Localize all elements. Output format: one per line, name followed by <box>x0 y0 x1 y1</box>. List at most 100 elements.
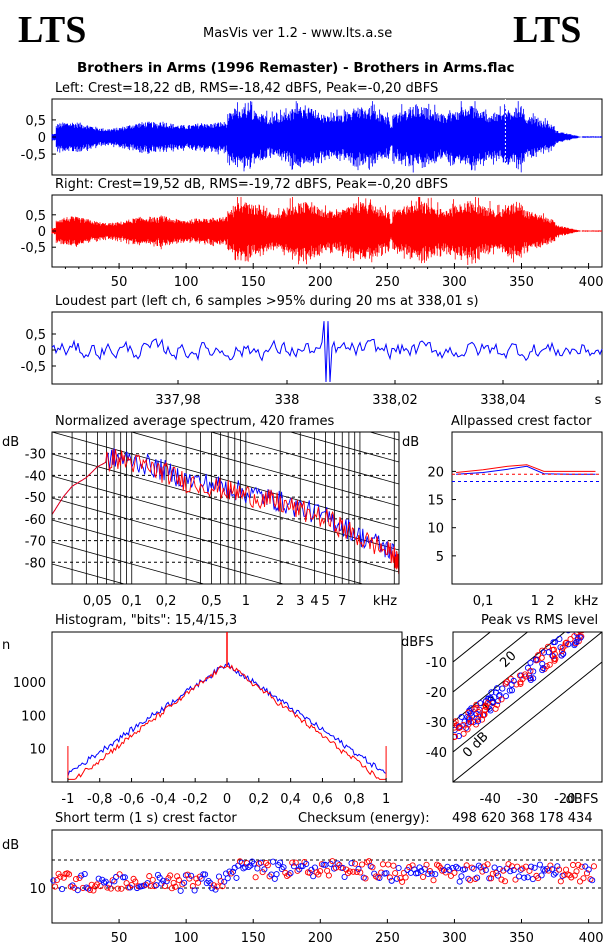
short-crest-point <box>385 861 392 868</box>
short-crest-point <box>106 881 113 888</box>
peak-rms-point <box>546 661 553 668</box>
peak-rms-point <box>453 718 459 725</box>
short-crest-point <box>93 881 100 888</box>
spectrum-title: Normalized average spectrum, 420 frames <box>55 414 335 429</box>
short-crest-point <box>583 870 591 877</box>
short-crest-point <box>390 862 397 869</box>
peak-rms-point <box>539 667 546 674</box>
short-crest-point <box>507 868 514 875</box>
short-crest-point <box>552 869 559 876</box>
spectrum-ylabel: dB <box>2 435 19 450</box>
short-crest-point <box>585 866 592 873</box>
short-crest-point <box>59 886 66 893</box>
short-crest-point <box>362 875 369 882</box>
short-crest-point <box>55 870 62 877</box>
peak-rms-point <box>538 654 545 661</box>
peak-rms-ylabel: dBFS <box>401 635 434 650</box>
short-crest-point <box>168 885 175 892</box>
logo-left: LTS <box>18 9 87 51</box>
short-crest-point <box>376 874 383 881</box>
short-crest-point <box>261 866 268 873</box>
x-tick-label: 150 <box>241 275 266 290</box>
x-tick-label: 5 <box>321 594 329 609</box>
peak-rms-point <box>579 626 584 631</box>
peak-rms-point <box>577 632 583 634</box>
x-tick-label: -0,8 <box>87 792 112 807</box>
y-tick-label: 1000 <box>13 676 46 691</box>
short-crest-point <box>339 864 346 871</box>
y-tick-label: 10 <box>29 882 46 897</box>
short-crest-point <box>451 869 458 876</box>
short-crest-point <box>191 887 198 894</box>
short-crest-point <box>472 875 479 882</box>
short-crest-point <box>290 863 298 870</box>
peak-rms-point <box>508 687 516 694</box>
x-tick-label: 0,2 <box>248 792 269 807</box>
peak-rms-point <box>481 711 488 718</box>
loudest-title: Loudest part (left ch, 6 samples >95% du… <box>55 294 479 309</box>
y-tick-label: 0,5 <box>25 114 46 129</box>
short-crest-point <box>355 865 362 873</box>
y-tick-label: 20 <box>427 465 444 480</box>
short-crest-point <box>202 871 209 878</box>
peak-rms-point <box>579 632 585 634</box>
y-tick-label: 0,5 <box>25 209 46 224</box>
peak-rms-point <box>487 695 494 702</box>
x-tick-label: 0,5 <box>201 594 222 609</box>
peak-rms-point <box>551 639 558 646</box>
short-crest-point <box>568 874 575 881</box>
short-crest-point <box>515 873 523 880</box>
x-tick-label: s <box>595 393 602 408</box>
peak-rms-point <box>474 718 482 725</box>
histogram-title: Histogram, "bits": 15,4/15,3 <box>55 613 238 628</box>
peak-rms-point <box>465 709 472 716</box>
short-crest-point <box>456 878 463 885</box>
short-crest-point <box>163 878 170 885</box>
spectrum-slope-line <box>52 696 399 792</box>
short-crest-point <box>317 868 324 875</box>
x-tick-label: 337,98 <box>155 393 201 408</box>
short-crest-point <box>365 858 373 865</box>
short-crest-point <box>474 874 481 881</box>
short-crest-point <box>301 858 308 866</box>
peak-rms-point <box>539 660 546 667</box>
short-crest-point <box>463 862 470 869</box>
short-crest-point <box>329 858 336 865</box>
peak-rms-point <box>565 632 571 634</box>
short-crest-point <box>52 883 59 890</box>
short-crest-point <box>379 861 386 868</box>
short-crest-point <box>266 873 273 880</box>
short-crest-point <box>116 871 123 878</box>
short-crest-point <box>538 872 545 879</box>
short-crest-point <box>517 866 524 873</box>
peak-rms-point <box>572 623 577 628</box>
peak-rms-point <box>539 647 546 654</box>
short-crest-point <box>418 867 425 874</box>
short-crest-point <box>409 862 416 869</box>
short-crest-point <box>411 866 418 873</box>
short-crest-point <box>590 863 598 870</box>
short-crest-point <box>313 869 320 876</box>
y-tick-label: -30 <box>25 448 46 463</box>
short-crest-point <box>280 864 287 871</box>
x-tick-label: -0,6 <box>119 792 144 807</box>
short-crest-point <box>289 859 296 866</box>
peak-rms-point <box>478 716 486 723</box>
peak-rms-point <box>453 733 459 740</box>
peak-rms-point <box>576 619 581 624</box>
x-tick-label: 0,2 <box>156 594 177 609</box>
short-crest-point <box>346 868 353 875</box>
peak-rms-point <box>560 650 567 658</box>
short-crest-point <box>348 860 355 867</box>
peak-rms-point <box>488 689 495 696</box>
x-tick-label: -30 <box>517 792 538 807</box>
short-crest-point <box>496 865 503 873</box>
x-tick-label: 0,8 <box>344 792 365 807</box>
peak-rms-point <box>460 730 467 737</box>
short-crest-point <box>423 861 430 868</box>
short-crest-point <box>153 882 160 889</box>
spectrum-slope-line <box>52 278 399 374</box>
x-tick-label: 2 <box>546 594 554 609</box>
short-crest-point <box>276 859 284 866</box>
peak-rms-point <box>455 733 462 740</box>
